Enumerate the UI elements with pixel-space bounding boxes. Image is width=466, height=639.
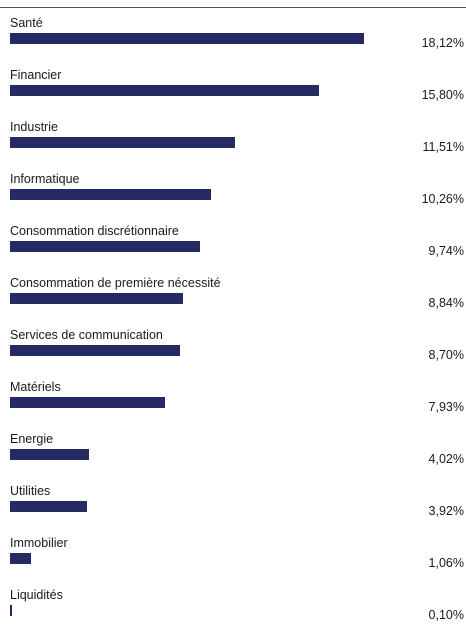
bar-row: Industrie 11,51% — [0, 119, 466, 171]
top-divider — [0, 7, 466, 8]
value-label: 15,80% — [421, 88, 464, 102]
bar-row: Consommation discrétionnaire 9,74% — [0, 223, 466, 275]
value-label: 4,02% — [428, 452, 464, 466]
bar-row: Santé 18,12% — [0, 15, 466, 67]
category-label: Consommation discrétionnaire — [10, 224, 179, 238]
bar — [10, 189, 211, 200]
bar — [10, 85, 319, 96]
value-label: 18,12% — [421, 36, 464, 50]
category-label: Santé — [10, 16, 43, 30]
bar-row: Energie 4,02% — [0, 431, 466, 483]
bar-row: Utilities 3,92% — [0, 483, 466, 535]
bar — [10, 553, 31, 564]
bar-row: Liquidités 0,10% — [0, 587, 466, 639]
value-label: 1,06% — [428, 556, 464, 570]
value-label: 10,26% — [421, 192, 464, 206]
bar-row: Consommation de première nécessité 8,84% — [0, 275, 466, 327]
bar-track — [10, 241, 401, 252]
bar-track — [10, 501, 401, 512]
category-label: Liquidités — [10, 588, 63, 602]
bar-track — [10, 293, 401, 304]
category-label: Immobilier — [10, 536, 68, 550]
bar-row: Immobilier 1,06% — [0, 535, 466, 587]
sector-allocation-bar-chart: Santé 18,12% Financier 15,80% Industrie 11,51… — [0, 15, 466, 622]
bar-row: Matériels 7,93% — [0, 379, 466, 431]
value-label: 11,51% — [422, 140, 464, 154]
bar-row: Financier 15,80% — [0, 67, 466, 119]
bar-track — [10, 553, 401, 564]
value-label: 8,70% — [428, 348, 464, 362]
bar-track — [10, 137, 401, 148]
category-label: Industrie — [10, 120, 58, 134]
bar-row: Services de communication 8,70% — [0, 327, 466, 379]
bar-track — [10, 345, 401, 356]
bar — [10, 397, 166, 408]
bar — [10, 33, 365, 44]
value-label: 7,93% — [428, 400, 464, 414]
bar-row: Informatique 10,26% — [0, 171, 466, 223]
bar-track — [10, 189, 401, 200]
category-label: Energie — [10, 432, 54, 446]
category-label: Consommation de première nécessité — [10, 276, 221, 290]
value-label: 3,92% — [428, 504, 464, 518]
bar-track — [10, 605, 401, 616]
category-label: Matériels — [10, 380, 61, 394]
bar — [10, 293, 183, 304]
value-label: 0,10% — [428, 608, 464, 622]
value-label: 9,74% — [428, 244, 464, 258]
bar-track — [10, 449, 401, 460]
category-label: Utilities — [10, 484, 51, 498]
value-label: 8,84% — [428, 296, 464, 310]
bar-track — [10, 33, 401, 44]
category-label: Services de communication — [10, 328, 163, 342]
bar — [10, 605, 12, 616]
bar-track — [10, 397, 401, 408]
bar — [10, 241, 201, 252]
bar — [10, 137, 236, 148]
bar — [10, 345, 181, 356]
bar — [10, 501, 87, 512]
bar — [10, 449, 89, 460]
category-label: Informatique — [10, 172, 80, 186]
category-label: Financier — [10, 68, 62, 82]
bar-track — [10, 85, 401, 96]
